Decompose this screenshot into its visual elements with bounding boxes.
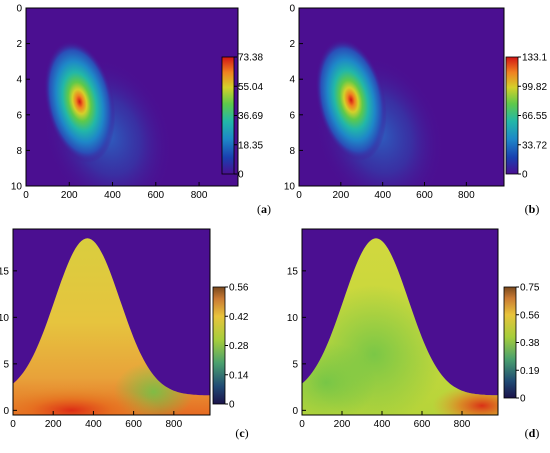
colorbar-tick-label: 0.38 bbox=[520, 338, 540, 349]
plot-frame bbox=[12, 228, 211, 416]
y-tick-label: 8 bbox=[289, 146, 295, 157]
x-tick-label: 800 bbox=[454, 419, 471, 430]
x-tick-label: 600 bbox=[414, 419, 431, 430]
x-tick-label: 400 bbox=[85, 419, 102, 430]
colorbar-tick-label: 99.82 bbox=[522, 82, 547, 93]
panel-caption: (b) bbox=[525, 202, 540, 216]
colorbar-tick-label: 0.56 bbox=[520, 310, 540, 321]
colorbar bbox=[503, 286, 517, 399]
y-tick-label: 0 bbox=[16, 4, 22, 15]
x-tick-label: 200 bbox=[61, 190, 78, 201]
chart-panel-c: 0 200 400 600 800 0 5 10 15 0.56 0.42 0.28 0.14 0 (c) bbox=[0, 228, 249, 440]
colorbar-tick-label: 0 bbox=[520, 394, 526, 405]
panel-caption: (d) bbox=[525, 426, 540, 440]
x-tick-label: 200 bbox=[334, 419, 351, 430]
y-tick-label: 0 bbox=[3, 406, 9, 417]
y-tick-label: 10 bbox=[0, 313, 9, 324]
y-tick-label: 0 bbox=[289, 4, 295, 15]
chart-panel-a: 0 200 400 600 800 0 2 4 6 8 10 73.38 55.04 36.69 18.35… bbox=[11, 4, 271, 217]
colorbar bbox=[221, 56, 235, 175]
plot-frame bbox=[25, 7, 239, 187]
x-tick-label: 400 bbox=[374, 190, 391, 201]
y-tick-label: 2 bbox=[16, 39, 22, 50]
panel-caption: (a) bbox=[257, 202, 271, 216]
colorbar-tick-label: 0.19 bbox=[520, 366, 540, 377]
x-tick-label: 600 bbox=[125, 419, 142, 430]
chart-panel-d: 0 200 400 600 800 0 5 10 15 0.75 0.56 0.38 0.19 0 (d) bbox=[287, 228, 540, 440]
colorbar-tick-label: 0 bbox=[229, 400, 235, 411]
colorbar-tick-label: 0 bbox=[522, 170, 528, 181]
colorbar-tick-label: 36.69 bbox=[238, 111, 263, 122]
x-tick-label: 800 bbox=[191, 190, 208, 201]
y-tick-label: 0 bbox=[292, 406, 298, 417]
chart-panel-b: 0 200 400 600 800 0 2 4 6 8 10 133.1 99.82 66.55 33.72… bbox=[284, 4, 548, 217]
x-tick-label: 0 bbox=[10, 419, 16, 430]
y-tick-label: 4 bbox=[16, 75, 22, 86]
hotspot bbox=[432, 383, 498, 415]
x-tick-label: 800 bbox=[458, 190, 475, 201]
colorbar-tick-label: 66.55 bbox=[522, 111, 547, 122]
x-tick-label: 200 bbox=[332, 190, 349, 201]
x-tick-label: 0 bbox=[23, 190, 29, 201]
colorbar-tick-label: 33.72 bbox=[522, 140, 547, 151]
colorbar-tick-label: 0.42 bbox=[229, 312, 249, 323]
y-tick-label: 6 bbox=[289, 110, 295, 121]
y-tick-label: 6 bbox=[16, 110, 22, 121]
colorbar-tick-label: 18.35 bbox=[238, 140, 263, 151]
x-tick-label: 0 bbox=[299, 419, 305, 430]
y-tick-label: 8 bbox=[16, 146, 22, 157]
y-tick-label: 10 bbox=[11, 182, 23, 193]
x-tick-label: 600 bbox=[147, 190, 164, 201]
plume-core bbox=[43, 40, 116, 163]
colorbar bbox=[212, 286, 226, 405]
colorbar-tick-label: 0.28 bbox=[229, 341, 249, 352]
y-tick-label: 5 bbox=[292, 359, 298, 370]
panel-caption: (c) bbox=[235, 426, 248, 440]
y-tick-label: 10 bbox=[284, 182, 296, 193]
colorbar-tick-label: 0.56 bbox=[229, 283, 249, 294]
heatmap-field bbox=[314, 38, 444, 186]
y-tick-label: 2 bbox=[289, 39, 295, 50]
colorbar-tick-label: 133.1 bbox=[522, 53, 547, 64]
x-tick-label: 800 bbox=[165, 419, 182, 430]
y-tick-label: 4 bbox=[289, 75, 295, 86]
colorbar-tick-label: 55.04 bbox=[238, 82, 263, 93]
y-tick-label: 10 bbox=[287, 313, 299, 324]
colorbar-tick-label: 73.38 bbox=[238, 53, 263, 64]
y-tick-label: 15 bbox=[0, 266, 9, 277]
hotspot bbox=[13, 384, 162, 415]
colorbar-tick-label: 0.75 bbox=[520, 283, 540, 294]
x-tick-label: 600 bbox=[416, 190, 433, 201]
colorbar-tick-label: 0 bbox=[238, 170, 244, 181]
x-tick-label: 200 bbox=[45, 419, 62, 430]
x-tick-label: 0 bbox=[296, 190, 302, 201]
x-tick-label: 400 bbox=[374, 419, 391, 430]
plot-frame bbox=[301, 228, 499, 416]
y-tick-label: 5 bbox=[3, 359, 9, 370]
x-tick-label: 400 bbox=[104, 190, 121, 201]
plume-core bbox=[315, 38, 387, 161]
colorbar-tick-label: 0.14 bbox=[229, 370, 249, 381]
heatmap-field bbox=[42, 40, 173, 186]
plot-frame bbox=[298, 7, 505, 187]
colorbar bbox=[505, 56, 519, 175]
y-tick-label: 15 bbox=[287, 266, 299, 277]
